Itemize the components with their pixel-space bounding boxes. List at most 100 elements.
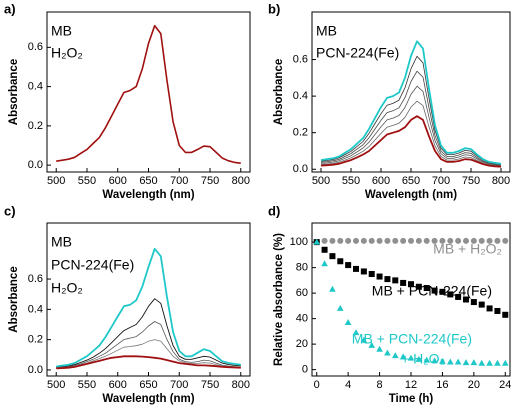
point [447,291,454,298]
point [360,268,367,275]
annotation: PCN-224(Fe) [51,257,134,273]
point [392,237,399,244]
spectrum-line [56,298,241,368]
point [336,304,344,311]
x-axis-label: Wavelength (nm) [365,189,457,201]
x-tick-label: 600 [372,175,390,187]
point [399,353,407,360]
point [407,354,415,361]
point [470,359,478,366]
point [415,355,423,362]
point [321,246,328,253]
y-tick-label: 0.2 [28,120,43,132]
point [463,237,469,244]
point [360,336,368,343]
point [431,287,438,294]
point [486,305,493,312]
point [462,359,470,366]
x-tick-label: 4 [345,379,351,391]
point [502,237,509,244]
point [455,237,462,244]
plot-frame [46,11,251,173]
point [353,237,359,244]
point [486,237,493,244]
point [321,237,328,244]
x-tick-label: 24 [499,379,511,391]
point [384,349,391,356]
point [439,357,446,364]
point [344,318,352,325]
annotation: PCN-224(Fe) [316,45,399,61]
point [446,358,454,365]
point [439,237,446,244]
point [313,238,321,245]
point [360,237,367,244]
x-tick-label: 700 [432,175,450,187]
point [447,237,454,244]
spectrum-line [56,355,241,370]
point [415,237,422,244]
y-tick-label: 0.6 [28,41,43,53]
panel-label: a) [4,1,16,16]
spectrum-line [320,55,502,165]
point [337,258,344,265]
x-axis-label: Wavelength (nm) [102,393,194,405]
point [368,271,375,277]
x-tick-label: 20 [468,379,480,391]
x-axis-label: Time (h) [389,393,434,405]
spectrum-line [320,85,502,166]
y-tick-label: 0.0 [293,163,308,175]
y-tick-label: 100 [290,236,308,248]
spectrum-line [320,70,502,166]
point [439,288,446,295]
point [391,352,399,359]
x-tick-label: 500 [47,379,65,391]
y-axis-label: Absorbance [8,266,20,332]
spectrum-line [320,40,502,165]
point [321,260,328,267]
y-tick-label: 0 [302,364,308,376]
y-tick-label: 20 [296,338,308,350]
annotation: MB + PCN-224(Fe) [372,283,492,299]
y-tick-label: 0.4 [28,303,43,315]
y-tick-label: 0.4 [28,81,43,93]
plot-frame [311,222,511,377]
y-tick-label: 0.6 [293,53,308,65]
point [408,281,414,288]
panel-label: c) [4,203,16,218]
x-tick-label: 750 [462,175,480,187]
x-tick-label: 12 [405,379,417,391]
x-tick-label: 8 [377,379,383,391]
point [502,311,509,318]
point [478,237,485,244]
annotation: H₂O₂ [51,280,83,296]
point [463,296,469,303]
point [431,357,438,364]
point [454,358,462,365]
point [329,253,336,260]
point [486,359,493,366]
y-tick-label: 0.6 [28,273,43,285]
x-tick-label: 600 [109,175,127,187]
spectrum-line [56,247,241,368]
spectrum-line [320,100,502,167]
spectrum-line [320,115,502,168]
point [345,262,352,269]
point [431,237,438,244]
y-tick-label: 0.4 [293,90,308,102]
x-tick-label: 600 [109,379,127,391]
x-tick-label: 550 [78,175,96,187]
y-tick-label: 0.2 [28,334,43,346]
x-tick-label: 16 [436,379,448,391]
annotation: + H₂O₂ [401,351,445,367]
point [368,237,375,244]
y-axis-label: Relative absorbance (%) [273,233,285,366]
x-tick-label: 700 [170,379,188,391]
y-tick-label: 0.0 [28,364,43,376]
y-tick-label: 40 [296,313,308,325]
point [400,279,407,286]
point [353,265,359,272]
point [494,359,501,366]
